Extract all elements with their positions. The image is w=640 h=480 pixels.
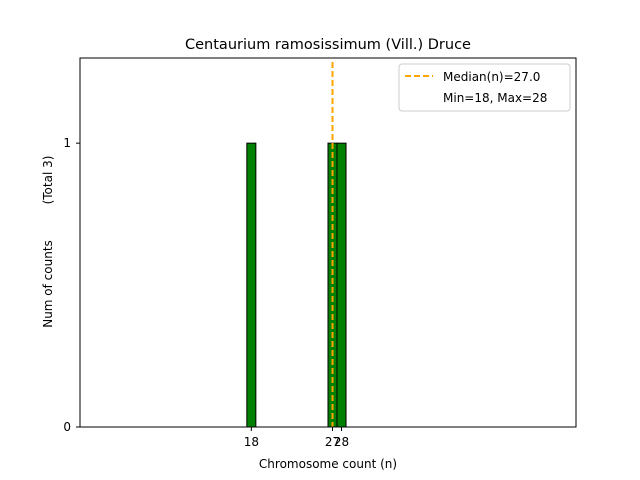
bar-18 [246,142,257,428]
y-tick-label-0: 0 [63,420,71,434]
y-tick-label-1: 1 [63,136,71,150]
y-axis-label: Num of counts [41,240,55,328]
axes-frame [79,57,577,428]
y-axis-total-label: (Total 3) [41,156,55,205]
legend-box [398,63,571,112]
bar-27 [327,142,338,428]
legend-minmax-label: Min=18, Max=28 [443,91,547,105]
x-tick-label-28: 28 [334,435,349,449]
x-tick-label-27: 27 [325,435,340,449]
chart-title: Centaurium ramosissimum (Vill.) Druce [185,37,471,53]
y-ticks: 01 [63,136,80,434]
bar-28 [336,142,347,428]
x-tick-label-18: 18 [244,435,259,449]
legend-median-label: Median(n)=27.0 [443,70,540,84]
x-axis-label: Chromosome count (n) [259,457,397,471]
legend: Median(n)=27.0 Min=18, Max=28 [398,63,571,112]
